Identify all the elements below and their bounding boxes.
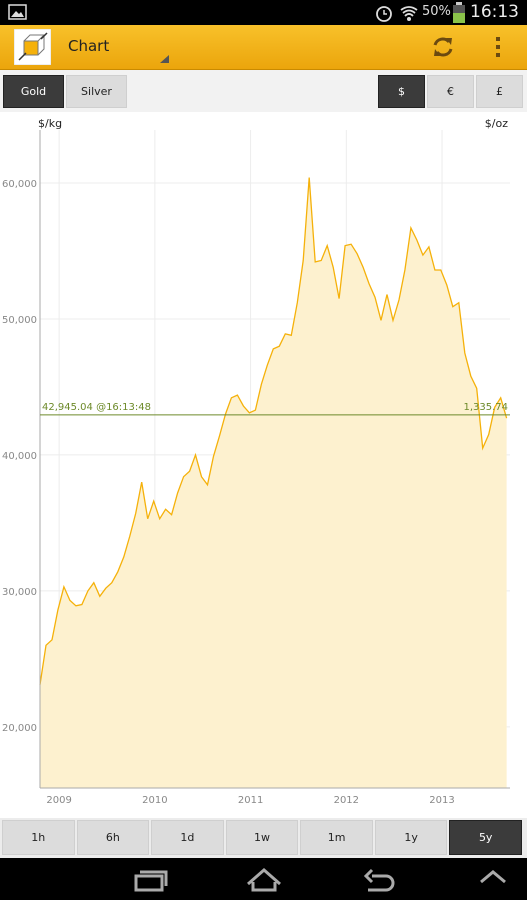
y-axis-label: $/kg (38, 117, 62, 130)
x-tick-label: 2012 (334, 795, 359, 806)
range-button[interactable]: 5y (449, 820, 522, 855)
range-button[interactable]: 1w (225, 820, 299, 855)
y-tick-label: 40,000 (2, 451, 37, 462)
range-button[interactable]: 6h (76, 820, 150, 855)
range-button[interactable]: 1h (2, 820, 75, 855)
chart: $/kg $/oz 20,000 30,000 40,000 50,000 60,000 20… (2, 117, 510, 806)
current-price-label: 42,945.04 @16:13:48 (42, 402, 151, 413)
currency-tab[interactable]: $ (378, 75, 425, 108)
app-title[interactable]: Chart (68, 37, 110, 55)
x-tick-label: 2010 (142, 795, 167, 806)
line (39, 177, 508, 685)
dropdown-indicator (160, 55, 169, 63)
y-tick-label: 30,000 (2, 587, 37, 598)
recent-apps-button[interactable] (134, 870, 168, 892)
status-icons (376, 6, 418, 22)
home-button[interactable] (247, 868, 281, 892)
gallery-icon (8, 4, 27, 20)
y-tick-label: 50,000 (2, 315, 37, 326)
y-tick-label: 60,000 (2, 179, 37, 190)
y-tick-label: 20,000 (2, 723, 37, 734)
x-tick-label: 2011 (238, 795, 263, 806)
x-tick-label: 2009 (46, 795, 71, 806)
status-bar: 50% 16:13 (0, 0, 527, 25)
battery-icon (453, 2, 465, 23)
metal-tab[interactable]: Silver (66, 75, 127, 108)
current-price-oz-label: 1,335.74 (463, 402, 508, 413)
back-button[interactable] (363, 868, 395, 892)
refresh-button[interactable] (430, 34, 456, 60)
nav-icons (134, 868, 506, 892)
y2-axis-label: $/oz (485, 117, 508, 130)
range-button[interactable]: 1m (300, 820, 373, 855)
app-bar: Chart (0, 25, 527, 70)
currency-tab[interactable]: € (427, 75, 474, 108)
nav-bar (0, 858, 527, 900)
x-tick-label: 2013 (429, 795, 454, 806)
range-bar: 1h 6h 1d 1w 1m 1y 5y (0, 818, 527, 858)
currency-tab[interactable]: £ (476, 75, 523, 108)
clock: 16:13 (470, 2, 519, 22)
menu-button[interactable] (493, 35, 503, 61)
range-button[interactable]: 1d (151, 820, 224, 855)
metal-tab[interactable]: Gold (3, 75, 64, 108)
battery-text: 50% (422, 4, 451, 19)
app-icon[interactable] (14, 29, 51, 65)
area (40, 177, 507, 789)
hide-keyboard-button[interactable] (480, 870, 506, 884)
tab-row: Gold Silver $ € £ (0, 70, 527, 112)
range-button[interactable]: 1y (374, 820, 448, 855)
